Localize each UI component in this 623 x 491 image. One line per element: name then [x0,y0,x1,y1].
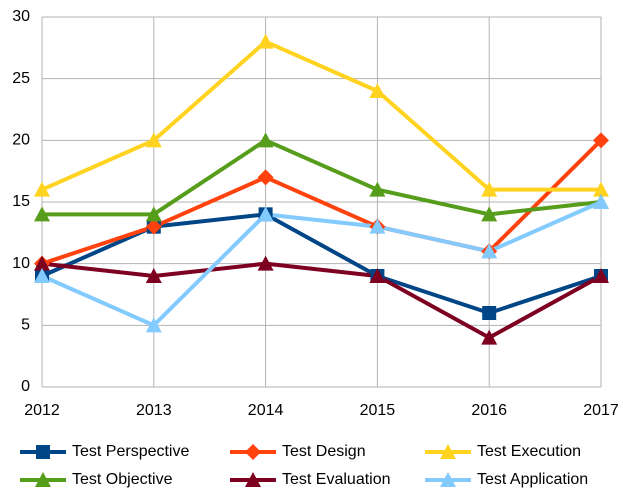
legend-label: Test Design [282,443,366,460]
legend-label: Test Execution [477,443,581,460]
y-tick-label: 10 [12,255,30,272]
marker [36,445,50,459]
legend-label: Test Perspective [72,443,189,460]
series-line [41,138,603,266]
x-tick-label: 2015 [360,402,396,419]
marker [593,181,609,197]
y-tick-label: 30 [12,8,30,25]
marker [593,268,609,283]
marker [481,181,498,197]
legend-label: Test Application [477,471,588,488]
marker [145,132,162,148]
y-tick-label: 15 [12,193,30,210]
marker [440,472,456,487]
marker [593,194,609,209]
legend-label: Test Objective [72,471,173,488]
y-tick-label: 25 [12,70,30,87]
marker [145,206,162,222]
marker [481,329,498,345]
x-tick-label: 2012 [24,402,60,419]
marker [257,132,274,148]
y-tick-label: 0 [21,378,30,395]
marker [440,444,456,459]
marker [257,206,274,222]
marker [245,472,261,487]
marker [145,317,162,333]
marker [34,206,50,222]
marker [593,132,609,149]
marker [34,268,50,283]
legend-label: Test Evaluation [282,471,391,488]
series-line [41,261,602,340]
marker [257,255,274,271]
series-line [42,138,602,217]
marker [369,181,386,197]
marker [257,169,274,186]
x-tick-label: 2016 [471,402,507,419]
marker [34,181,50,197]
x-tick-label: 2013 [136,402,172,419]
y-tick-label: 20 [12,132,30,149]
marker [145,218,162,235]
marker [481,206,498,222]
x-tick-label: 2014 [248,402,284,419]
marker [369,83,386,98]
marker [35,472,51,487]
series-line [41,39,601,192]
series-line [41,200,602,328]
marker [145,268,162,283]
x-tick-label: 2017 [583,402,619,419]
marker [369,268,386,283]
y-tick-label: 5 [21,317,30,334]
marker [482,306,497,320]
marker [257,33,274,49]
marker [369,218,386,234]
marker [481,243,498,259]
marker [34,255,50,271]
marker [245,444,261,460]
